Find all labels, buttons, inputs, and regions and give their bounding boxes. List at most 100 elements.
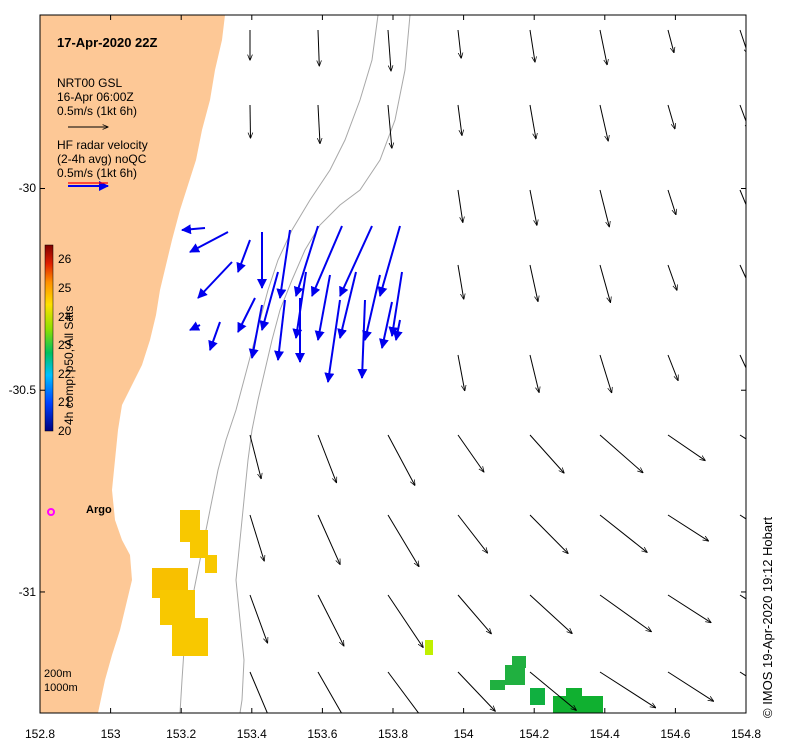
legend-radar-title: HF radar velocity — [57, 138, 148, 152]
legend-radar-scale: 0.5m/s (1kt 6h) — [57, 166, 138, 180]
radar-arrow — [237, 297, 256, 333]
radar-arrow — [310, 225, 343, 297]
model-arrow — [457, 514, 487, 553]
model-arrow — [667, 671, 713, 701]
y-tick-label: -30 — [18, 181, 36, 196]
model-arrow — [667, 354, 678, 380]
radar-arrow — [362, 274, 381, 341]
model-arrow — [457, 104, 462, 135]
map-title: 17-Apr-2020 22Z — [57, 35, 158, 50]
radar-arrow — [357, 299, 368, 379]
colorbar-tick-label: 24 — [58, 309, 72, 324]
model-arrow — [317, 514, 340, 564]
model-arrow — [529, 29, 535, 62]
model-arrow — [599, 264, 610, 302]
model-arrow — [529, 434, 564, 473]
model-arrow — [457, 434, 484, 472]
radar-arrow — [324, 299, 341, 383]
colorbar-tick-label: 22 — [58, 366, 72, 381]
model-arrow — [599, 514, 647, 552]
axis-ticks — [39, 15, 747, 713]
model-arrow — [387, 29, 391, 71]
model-arrow — [599, 594, 651, 632]
radar-arrow — [197, 261, 233, 299]
depth-label-200m: 200m — [44, 668, 72, 680]
model-arrow — [317, 671, 343, 713]
x-tick-label: 154.4 — [589, 727, 620, 741]
depth-label-1000m: 1000m — [44, 682, 78, 694]
model-arrow — [667, 29, 674, 53]
radar-current-arrows — [181, 224, 403, 383]
radar-arrow — [337, 271, 357, 339]
radar-arrow — [276, 229, 291, 299]
model-arrow — [739, 29, 746, 54]
credit-text: © IMOS 19-Apr-2020 19:12 Hobart — [760, 516, 775, 718]
x-tick-label: 154.6 — [660, 727, 691, 741]
radar-arrow — [259, 271, 279, 331]
y-tick-label: -30.5 — [8, 383, 36, 398]
radar-arrow — [181, 224, 206, 235]
colorbar-tick-label: 25 — [58, 280, 72, 295]
model-arrow — [529, 189, 537, 225]
model-arrow — [457, 671, 495, 711]
radar-arrow — [248, 304, 263, 359]
model-arrow — [599, 354, 612, 393]
model-arrow — [457, 29, 461, 58]
model-arrow — [667, 434, 705, 460]
model-arrow — [739, 354, 746, 370]
model-arrow — [457, 594, 491, 634]
argo-label: Argo — [86, 504, 112, 516]
model-arrow — [529, 264, 538, 301]
x-tick-label: 154.2 — [519, 727, 550, 741]
colorbar-tick-label: 26 — [58, 252, 72, 267]
model-arrow — [317, 594, 344, 646]
x-tick-label: 153.8 — [377, 727, 409, 741]
model-arrow — [457, 189, 463, 222]
radar-arrow — [293, 225, 319, 297]
model-arrow — [599, 29, 607, 65]
model-arrow — [599, 671, 656, 708]
sst-pixels — [152, 510, 603, 713]
model-arrow — [667, 264, 677, 290]
radar-arrow — [189, 321, 201, 331]
radar-arrow — [392, 319, 403, 341]
y-tick-label: -31 — [18, 584, 36, 599]
model-arrow — [599, 189, 609, 227]
colorbar — [44, 244, 54, 432]
model-arrow — [249, 671, 268, 713]
model-arrow — [387, 671, 420, 713]
model-arrow — [318, 29, 319, 66]
argo-float-marker — [47, 508, 55, 516]
colorbar-tick-label: 23 — [58, 338, 72, 353]
model-arrow — [249, 594, 267, 643]
model-arrow — [529, 354, 539, 392]
radar-arrow — [208, 321, 221, 351]
legend-model-scale: 0.5m/s (1kt 6h) — [57, 104, 138, 118]
x-tick-label: 154 — [453, 727, 474, 741]
model-arrow — [529, 594, 572, 633]
x-tick-label: 152.8 — [24, 727, 56, 741]
legend-model-title: NRT00 GSL — [57, 76, 123, 90]
model-arrow — [667, 104, 675, 129]
model-arrow — [387, 104, 392, 148]
model-arrow — [529, 514, 568, 553]
model-arrow — [739, 104, 746, 130]
radar-arrow — [377, 225, 401, 297]
model-arrow — [599, 434, 643, 473]
model-current-arrows — [249, 29, 746, 713]
radar-arrow — [314, 274, 331, 341]
radar-arrow — [189, 231, 229, 253]
colorbar-tick-label: 21 — [58, 395, 72, 410]
model-arrow — [457, 264, 464, 299]
colorbar-tick-label: 20 — [58, 424, 72, 438]
model-arrow — [667, 514, 708, 541]
legend-radar-avg: (2-4h avg) noQC — [57, 152, 147, 166]
x-tick-label: 153 — [100, 727, 121, 741]
model-arrow — [667, 189, 676, 215]
x-tick-label: 153.4 — [236, 727, 267, 741]
model-arrow — [387, 434, 415, 485]
model-arrow — [529, 104, 536, 139]
model-arrow — [317, 434, 336, 483]
isobath-200m — [179, 15, 379, 713]
